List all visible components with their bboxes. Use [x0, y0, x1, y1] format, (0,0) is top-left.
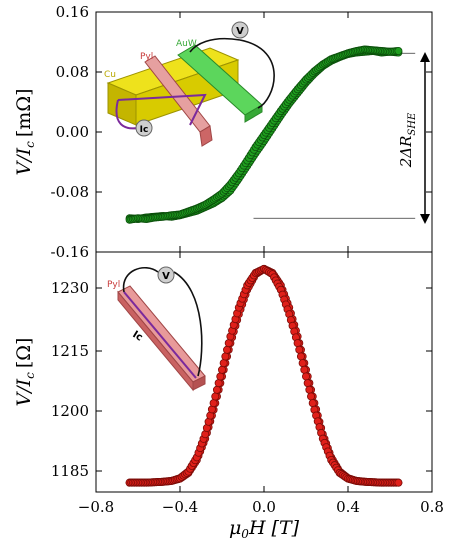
delta-r-label: 2ΔRSHE	[397, 112, 418, 168]
xtick-label: −0.8	[78, 498, 114, 516]
bottom-data-point	[214, 379, 223, 388]
delta-r-arrowhead-up	[420, 52, 430, 62]
voltmeter-label: V	[162, 271, 170, 282]
bottom-data-point	[308, 399, 317, 408]
bottom-y-axis-label: V/Ic[Ω]	[13, 338, 37, 407]
bottom-data-point	[212, 385, 221, 394]
bottom-data-point	[217, 365, 226, 374]
bottom-data-point	[224, 339, 233, 348]
bottom-ytick-label: 1185	[51, 462, 89, 480]
auw-bar-end	[244, 104, 263, 123]
bottom-panel: V Pyl Ic 1230 1215 1200 1185	[13, 251, 444, 541]
bottom-data-point	[305, 385, 314, 394]
top-ytick-label: -0.08	[51, 183, 89, 201]
bottom-data-point	[301, 372, 310, 381]
xtick-label: 0.0	[252, 498, 276, 516]
bottom-data-point	[307, 392, 316, 401]
bottom-data-point	[300, 365, 309, 374]
top-ytick-label: 0.00	[56, 123, 89, 141]
bottom-data-point	[211, 392, 220, 401]
top-data-markers	[125, 45, 403, 224]
top-panel: V Ic Pyl AuW Cu 2ΔRSHE 0.16 0.08	[13, 3, 433, 261]
xtick-label: 0.8	[420, 498, 444, 516]
top-ytick-label: -0.16	[51, 243, 89, 261]
bottom-data-point	[394, 478, 403, 487]
current-source-icon	[135, 119, 153, 137]
bottom-data-point	[221, 352, 230, 361]
bottom-x-ticks: −0.8 −0.4 0.0 0.4 0.8	[78, 252, 444, 516]
xtick-label: 0.4	[336, 498, 360, 516]
bottom-data-markers	[125, 264, 403, 487]
bottom-plot-background	[96, 252, 432, 492]
bottom-ytick-label: 1230	[51, 279, 89, 297]
pyl-label: Pyl	[107, 280, 120, 290]
top-data-point	[394, 47, 403, 56]
bottom-y-ticks: 1230 1215 1200 1185	[51, 279, 432, 480]
top-y-axis-label: V/Ic[mΩ]	[13, 89, 37, 176]
current-path	[117, 93, 207, 126]
voltage-wire-right	[173, 271, 203, 377]
top-ytick-label: 0.16	[56, 3, 89, 21]
pyl-bar-end	[199, 125, 213, 147]
x-axis-label: μ0H [T]	[229, 517, 300, 541]
delta-r-annotation: 2ΔRSHE	[397, 52, 430, 224]
voltage-wire-right	[239, 39, 275, 109]
bottom-data-point	[303, 379, 312, 388]
bottom-data-point	[293, 339, 302, 348]
bottom-inset-schematic: V Pyl Ic	[107, 266, 206, 392]
bottom-ytick-label: 1200	[51, 402, 89, 420]
voltmeter-label: V	[236, 26, 244, 37]
voltmeter-icon	[231, 21, 249, 39]
cu-label: Cu	[104, 70, 116, 80]
top-y-ticks: 0.16 0.08 0.00 -0.08 -0.16	[51, 3, 432, 261]
voltage-wire-left	[189, 37, 241, 53]
current-path	[123, 291, 197, 379]
bottom-data-point	[216, 372, 225, 381]
bottom-data-point	[295, 345, 304, 354]
current-source-label: Ic	[140, 125, 149, 135]
bottom-data-point	[296, 352, 305, 361]
bottom-data-point	[209, 399, 218, 408]
bottom-data-point	[219, 359, 228, 368]
bottom-data-point	[223, 345, 232, 354]
voltmeter-icon	[157, 266, 175, 284]
voltage-wire-left	[122, 267, 159, 293]
top-x-ticks	[95, 12, 349, 252]
current-wire	[115, 99, 139, 130]
top-inset-schematic: V Ic Pyl AuW Cu	[104, 21, 275, 147]
bottom-ytick-label: 1215	[51, 342, 89, 360]
pyl-bar-end	[192, 375, 206, 391]
auw-label: AuW	[176, 39, 197, 49]
xtick-label: −0.4	[162, 498, 198, 516]
top-ytick-label: 0.08	[56, 63, 89, 81]
bottom-data-point	[298, 359, 307, 368]
pyl-label: Pyl	[140, 52, 153, 62]
delta-r-arrowhead-down	[420, 214, 430, 224]
